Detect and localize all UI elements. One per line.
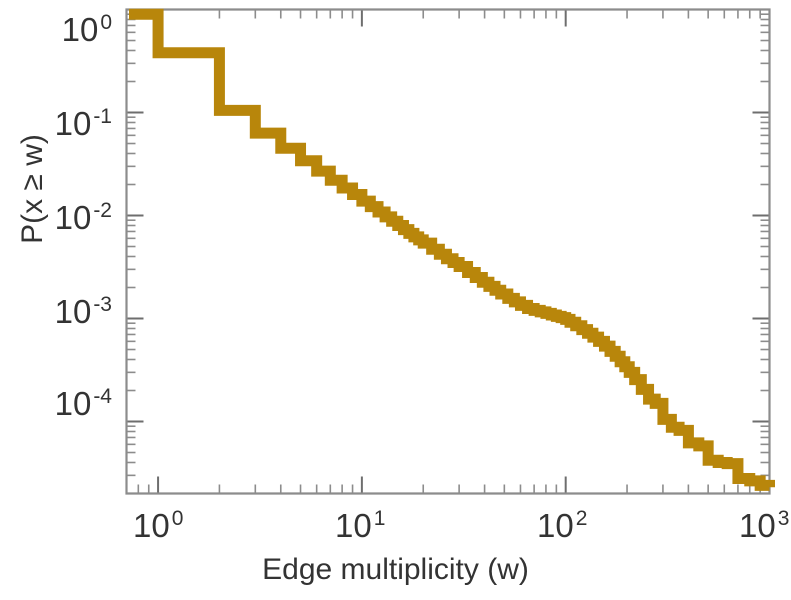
y-tick-base-3: 10 <box>54 293 92 330</box>
y-tick-exponent-3: -3 <box>93 293 112 316</box>
x-tick-base-1: 10 <box>335 507 372 544</box>
x-tick-base-3: 10 <box>739 507 776 544</box>
y-tick-base-4: 10 <box>54 385 92 422</box>
y-tick-label-3: 10-3 <box>15 294 112 328</box>
ccdf-series <box>128 8 775 491</box>
y-tick-label-1: 10-1 <box>15 106 112 140</box>
x-tick-label-1: 101 <box>335 508 385 542</box>
y-tick-exponent-0: 0 <box>100 11 112 34</box>
x-axis-label: Edge multiplicity (w) <box>262 553 529 586</box>
y-tick-base-1: 10 <box>54 105 92 142</box>
y-tick-label-2: 10-2 <box>15 200 112 234</box>
x-tick-label-3: 103 <box>739 508 789 542</box>
y-tick-label-4: 10-4 <box>15 386 112 420</box>
axis-frame <box>125 8 771 495</box>
y-axis-label-wrap: P(x ≥ w) <box>16 39 50 339</box>
y-axis-label: P(x ≥ w) <box>16 134 49 244</box>
x-tick-base-2: 10 <box>537 507 574 544</box>
x-tick-label-0: 100 <box>133 508 183 542</box>
y-tick-exponent-4: -4 <box>93 385 112 408</box>
y-tick-label-0: 100 <box>20 12 112 46</box>
x-tick-base-0: 10 <box>133 507 170 544</box>
x-tick-label-2: 102 <box>537 508 587 542</box>
y-tick-exponent-1: -1 <box>93 105 112 128</box>
x-tick-exponent-2: 2 <box>575 507 588 530</box>
y-tick-base-2: 10 <box>54 199 92 236</box>
y-tick-base-0: 10 <box>61 11 99 48</box>
x-tick-exponent-1: 1 <box>373 507 386 530</box>
x-tick-exponent-3: 3 <box>777 507 790 530</box>
y-tick-exponent-2: -2 <box>93 199 112 222</box>
x-tick-exponent-0: 0 <box>171 507 184 530</box>
